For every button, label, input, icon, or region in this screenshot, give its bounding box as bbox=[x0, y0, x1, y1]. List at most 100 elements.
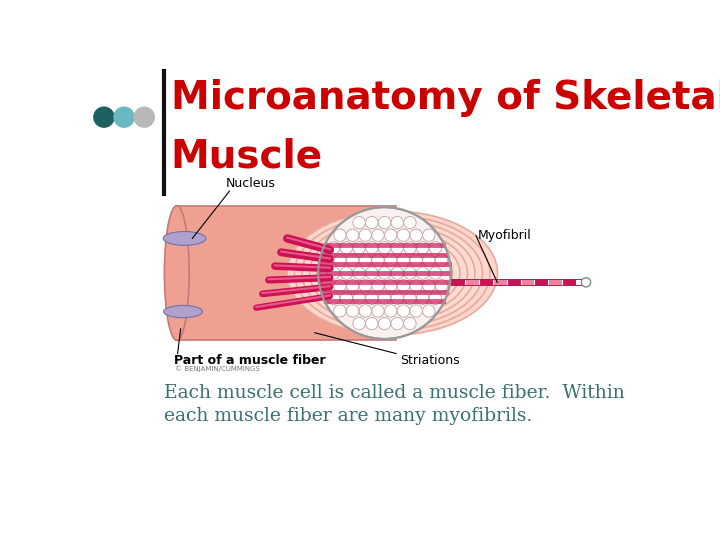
Circle shape bbox=[321, 254, 333, 267]
Bar bbox=[534, 279, 549, 286]
Ellipse shape bbox=[369, 260, 415, 286]
Circle shape bbox=[423, 254, 435, 267]
Circle shape bbox=[436, 254, 448, 267]
Ellipse shape bbox=[163, 306, 202, 318]
Ellipse shape bbox=[340, 242, 445, 304]
Circle shape bbox=[328, 242, 340, 254]
Circle shape bbox=[318, 207, 451, 339]
Circle shape bbox=[423, 229, 435, 241]
Circle shape bbox=[333, 254, 346, 267]
Circle shape bbox=[391, 318, 403, 330]
Circle shape bbox=[404, 267, 416, 279]
Circle shape bbox=[372, 229, 384, 241]
Circle shape bbox=[391, 242, 403, 254]
Circle shape bbox=[333, 305, 346, 317]
Circle shape bbox=[346, 229, 359, 241]
Bar bbox=[177, 206, 396, 340]
Circle shape bbox=[333, 280, 346, 292]
Bar bbox=[562, 279, 576, 286]
Circle shape bbox=[333, 229, 346, 241]
Circle shape bbox=[384, 229, 397, 241]
Ellipse shape bbox=[384, 269, 400, 278]
Circle shape bbox=[366, 242, 378, 254]
Bar bbox=[549, 279, 562, 286]
Circle shape bbox=[340, 292, 353, 305]
Circle shape bbox=[378, 267, 391, 279]
Circle shape bbox=[397, 280, 410, 292]
Circle shape bbox=[410, 229, 423, 241]
Ellipse shape bbox=[362, 255, 423, 291]
Circle shape bbox=[423, 305, 435, 317]
Circle shape bbox=[378, 292, 391, 305]
Bar bbox=[492, 279, 507, 286]
Circle shape bbox=[353, 292, 365, 305]
Circle shape bbox=[404, 292, 416, 305]
Circle shape bbox=[359, 254, 372, 267]
Bar bbox=[464, 279, 479, 286]
Circle shape bbox=[391, 267, 403, 279]
Circle shape bbox=[416, 267, 429, 279]
Circle shape bbox=[366, 267, 378, 279]
Circle shape bbox=[353, 318, 365, 330]
Circle shape bbox=[328, 267, 340, 279]
Circle shape bbox=[410, 305, 423, 317]
Text: Nucleus: Nucleus bbox=[225, 177, 276, 190]
Circle shape bbox=[391, 217, 403, 229]
Circle shape bbox=[416, 292, 429, 305]
Circle shape bbox=[378, 318, 391, 330]
Circle shape bbox=[581, 278, 590, 287]
Ellipse shape bbox=[287, 211, 498, 335]
Circle shape bbox=[346, 280, 359, 292]
Circle shape bbox=[372, 305, 384, 317]
Circle shape bbox=[410, 254, 423, 267]
Circle shape bbox=[378, 217, 391, 229]
Circle shape bbox=[384, 280, 397, 292]
Text: each muscle fiber are many myofibrils.: each muscle fiber are many myofibrils. bbox=[163, 408, 532, 426]
Circle shape bbox=[384, 305, 397, 317]
Circle shape bbox=[114, 107, 134, 127]
Circle shape bbox=[340, 267, 353, 279]
Circle shape bbox=[94, 107, 114, 127]
Bar bbox=[451, 279, 464, 286]
Circle shape bbox=[391, 292, 403, 305]
Bar bbox=[521, 279, 534, 286]
Circle shape bbox=[366, 318, 378, 330]
Text: Part of a muscle fiber: Part of a muscle fiber bbox=[174, 354, 325, 367]
Circle shape bbox=[353, 217, 365, 229]
Text: © BENJAMIN/CUMMINGS: © BENJAMIN/CUMMINGS bbox=[175, 366, 260, 372]
Circle shape bbox=[366, 217, 378, 229]
Circle shape bbox=[372, 280, 384, 292]
Bar bbox=[507, 279, 521, 286]
Text: Striations: Striations bbox=[400, 354, 459, 367]
Ellipse shape bbox=[332, 238, 452, 308]
Circle shape bbox=[397, 254, 410, 267]
Ellipse shape bbox=[347, 247, 437, 300]
Circle shape bbox=[321, 280, 333, 292]
Circle shape bbox=[134, 107, 154, 127]
Text: Muscle: Muscle bbox=[171, 138, 323, 176]
Circle shape bbox=[366, 292, 378, 305]
Ellipse shape bbox=[294, 215, 490, 330]
Bar bbox=[479, 279, 492, 286]
Ellipse shape bbox=[317, 229, 467, 318]
Circle shape bbox=[410, 280, 423, 292]
Circle shape bbox=[423, 280, 435, 292]
Circle shape bbox=[429, 292, 441, 305]
Circle shape bbox=[404, 217, 416, 229]
Text: Microanatomy of Skeletal: Microanatomy of Skeletal bbox=[171, 79, 720, 117]
Circle shape bbox=[353, 267, 365, 279]
Ellipse shape bbox=[302, 220, 482, 326]
Circle shape bbox=[429, 242, 441, 254]
Text: Myofibril: Myofibril bbox=[477, 230, 531, 242]
Circle shape bbox=[384, 254, 397, 267]
Circle shape bbox=[397, 229, 410, 241]
Circle shape bbox=[404, 242, 416, 254]
Circle shape bbox=[346, 305, 359, 317]
Circle shape bbox=[378, 242, 391, 254]
Circle shape bbox=[328, 292, 340, 305]
Circle shape bbox=[353, 242, 365, 254]
Ellipse shape bbox=[325, 233, 460, 313]
Ellipse shape bbox=[377, 264, 408, 282]
Circle shape bbox=[346, 254, 359, 267]
Circle shape bbox=[397, 305, 410, 317]
